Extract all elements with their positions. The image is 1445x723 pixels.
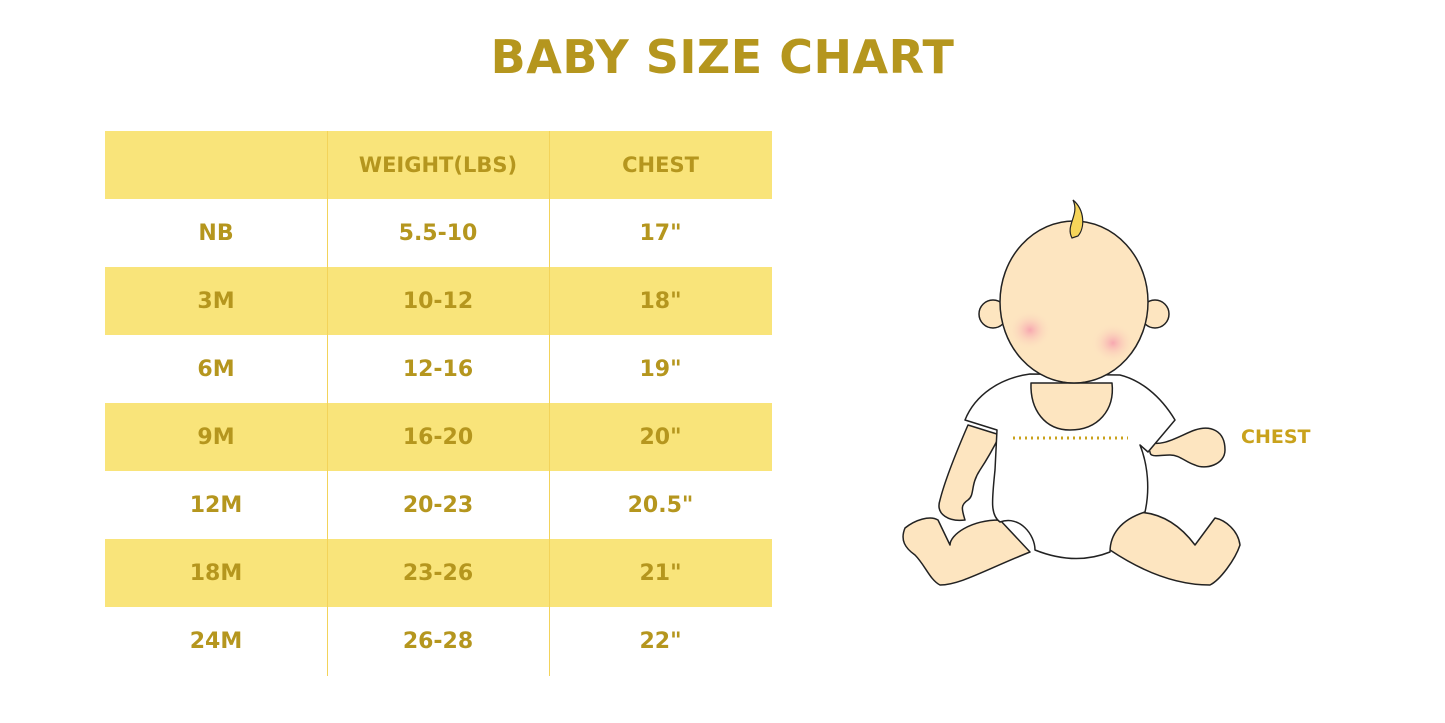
weight-cell: 20-23 <box>402 492 474 518</box>
page-title: BABY SIZE CHART <box>490 30 955 84</box>
size-cell: 3M <box>197 288 235 314</box>
size-cell: 9M <box>197 424 235 450</box>
chest-cell: 20" <box>639 424 682 450</box>
size-cell: 6M <box>197 356 235 382</box>
weight-cell: 5.5-10 <box>398 220 478 246</box>
table-row: 24M 26-28 22" <box>105 607 772 675</box>
table-row: 12M 20-23 20.5" <box>105 471 772 539</box>
column-divider <box>549 131 550 676</box>
chest-label: CHEST <box>1241 426 1311 448</box>
weight-cell: 12-16 <box>402 356 474 382</box>
size-cell: 18M <box>189 560 243 586</box>
chest-cell: 20.5" <box>627 492 694 518</box>
header-cell: CHEST <box>622 153 699 177</box>
weight-cell: 23-26 <box>402 560 474 586</box>
neck <box>1030 382 1114 431</box>
size-cell: 12M <box>189 492 243 518</box>
weight-cell: 10-12 <box>402 288 474 314</box>
size-table: WEIGHT(LBS) CHEST NB 5.5-10 17" 3M 10-12… <box>105 131 772 675</box>
size-cell: 24M <box>189 628 243 654</box>
hair-curl <box>1069 199 1084 239</box>
chest-cell: 22" <box>639 628 682 654</box>
table-row: 18M 23-26 21" <box>105 539 772 607</box>
chest-cell: 19" <box>639 356 682 382</box>
chest-cell: 21" <box>639 560 682 586</box>
right-arm <box>1144 427 1226 468</box>
size-cell: NB <box>198 220 234 246</box>
left-leg <box>902 517 1031 586</box>
bodysuit <box>964 373 1176 560</box>
weight-cell: 16-20 <box>402 424 474 450</box>
right-leg <box>1108 511 1241 586</box>
left-arm <box>938 424 1001 522</box>
table-row: 9M 16-20 20" <box>105 403 772 471</box>
weight-cell: 26-28 <box>402 628 474 654</box>
chest-cell: 18" <box>639 288 682 314</box>
table-row: NB 5.5-10 17" <box>105 199 772 267</box>
header-cell: WEIGHT(LBS) <box>358 153 518 177</box>
table-row: 6M 12-16 19" <box>105 335 772 403</box>
chest-cell: 17" <box>639 220 682 246</box>
left-cheek <box>1008 310 1052 350</box>
table-row: 3M 10-12 18" <box>105 267 772 335</box>
right-cheek <box>1091 323 1135 363</box>
column-divider <box>327 131 328 676</box>
table-header-row: WEIGHT(LBS) CHEST <box>105 131 772 199</box>
